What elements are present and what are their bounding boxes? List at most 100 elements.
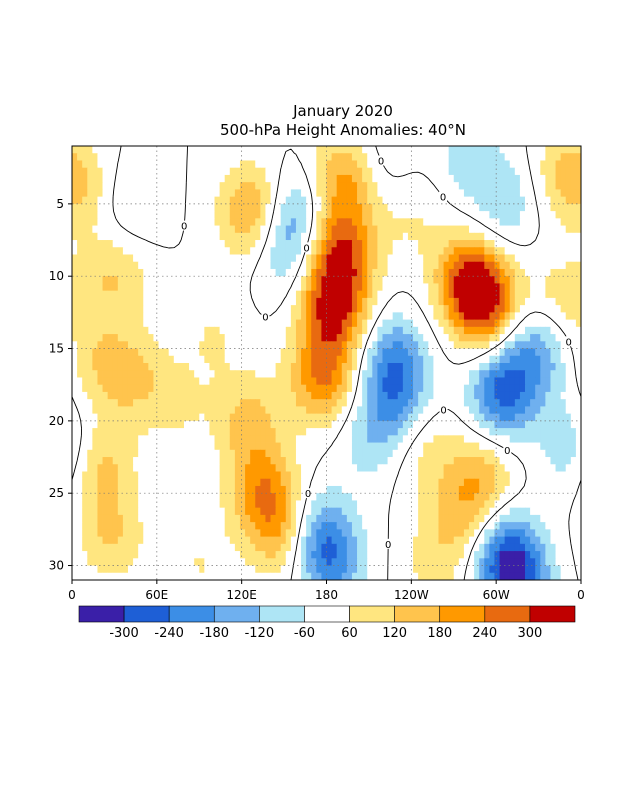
anomaly-cell	[402, 384, 409, 393]
anomaly-cell	[535, 254, 541, 263]
anomaly-cell	[295, 377, 302, 386]
anomaly-cell	[575, 370, 582, 378]
anomaly-cell	[92, 153, 98, 161]
anomaly-cell	[87, 174, 93, 183]
anomaly-cell	[504, 182, 511, 190]
anomaly-cell	[209, 319, 215, 328]
anomaly-cell	[158, 435, 165, 443]
anomaly-cell	[474, 283, 480, 292]
anomaly-cell	[239, 348, 246, 357]
anomaly-cell	[204, 435, 210, 443]
anomaly-cell	[560, 370, 567, 378]
anomaly-cell	[173, 485, 180, 494]
anomaly-cell	[346, 225, 353, 234]
anomaly-cell	[402, 471, 409, 480]
anomaly-cell	[458, 211, 465, 219]
anomaly-cell	[280, 153, 287, 161]
anomaly-cell	[275, 247, 282, 255]
anomaly-cell	[331, 471, 338, 480]
anomaly-cell	[428, 370, 434, 378]
anomaly-cell	[387, 363, 394, 371]
anomaly-cell	[117, 305, 124, 313]
anomaly-cell	[163, 167, 170, 176]
anomaly-cell	[418, 355, 424, 364]
anomaly-cell	[514, 297, 521, 306]
anomaly-cell	[290, 211, 297, 219]
anomaly-cell	[509, 218, 516, 226]
anomaly-cell	[525, 449, 531, 458]
anomaly-cell	[341, 471, 348, 480]
anomaly-cell	[535, 464, 541, 472]
anomaly-cell	[290, 478, 297, 487]
anomaly-cell	[306, 305, 312, 313]
anomaly-cell	[255, 406, 261, 415]
anomaly-cell	[77, 225, 83, 234]
anomaly-cell	[270, 146, 276, 154]
anomaly-cell	[97, 485, 103, 494]
anomaly-cell	[423, 240, 429, 248]
anomaly-cell	[127, 449, 134, 458]
anomaly-cell	[443, 420, 450, 429]
anomaly-cell	[387, 341, 394, 349]
anomaly-cell	[387, 283, 394, 292]
anomaly-cell	[509, 146, 516, 154]
anomaly-cell	[484, 283, 490, 292]
anomaly-cell	[550, 384, 556, 393]
anomaly-cell	[183, 428, 190, 436]
anomaly-cell	[239, 290, 246, 299]
anomaly-cell	[301, 449, 307, 458]
anomaly-cell	[570, 174, 577, 183]
anomaly-cell	[265, 355, 271, 364]
anomaly-cell	[178, 348, 185, 357]
anomaly-cell	[77, 290, 83, 299]
anomaly-cell	[92, 225, 98, 234]
anomaly-cell	[565, 276, 572, 284]
anomaly-cell	[382, 377, 388, 386]
anomaly-cell	[433, 297, 439, 306]
anomaly-cell	[479, 232, 485, 241]
anomaly-cell	[143, 391, 149, 400]
anomaly-cell	[214, 500, 221, 509]
anomaly-cell	[280, 428, 287, 436]
anomaly-cell	[423, 464, 429, 472]
anomaly-cell	[97, 406, 103, 415]
anomaly-cell	[290, 377, 297, 386]
anomaly-cell	[377, 363, 383, 371]
anomaly-cell	[504, 420, 511, 429]
anomaly-cell	[453, 196, 460, 205]
anomaly-cell	[377, 413, 383, 422]
anomaly-cell	[204, 485, 210, 494]
anomaly-cell	[413, 420, 419, 429]
anomaly-cell	[204, 211, 210, 219]
anomaly-cell	[117, 341, 124, 349]
anomaly-cell	[372, 261, 378, 270]
anomaly-cell	[479, 457, 485, 465]
anomaly-cell	[575, 196, 582, 205]
anomaly-cell	[407, 240, 414, 248]
anomaly-cell	[428, 146, 434, 154]
anomaly-cell	[82, 268, 88, 277]
anomaly-cell	[519, 493, 526, 501]
anomaly-cell	[229, 225, 236, 234]
anomaly-cell	[443, 370, 450, 378]
anomaly-cell	[346, 153, 353, 161]
anomaly-cell	[133, 355, 139, 364]
anomaly-cell	[117, 290, 124, 299]
anomaly-cell	[453, 413, 460, 422]
anomaly-cell	[87, 449, 93, 458]
anomaly-cell	[148, 276, 154, 284]
anomaly-cell	[82, 334, 88, 342]
anomaly-cell	[453, 146, 460, 154]
anomaly-cell	[239, 435, 246, 443]
anomaly-cell	[530, 268, 536, 277]
anomaly-cell	[575, 319, 582, 328]
anomaly-cell	[336, 457, 343, 465]
anomaly-cell	[331, 428, 338, 436]
anomaly-cell	[138, 464, 144, 472]
anomaly-cell	[504, 160, 511, 169]
anomaly-cell	[311, 247, 317, 255]
anomaly-cell	[341, 153, 348, 161]
anomaly-cell	[433, 268, 439, 277]
anomaly-cell	[133, 420, 139, 429]
anomaly-cell	[163, 478, 170, 487]
